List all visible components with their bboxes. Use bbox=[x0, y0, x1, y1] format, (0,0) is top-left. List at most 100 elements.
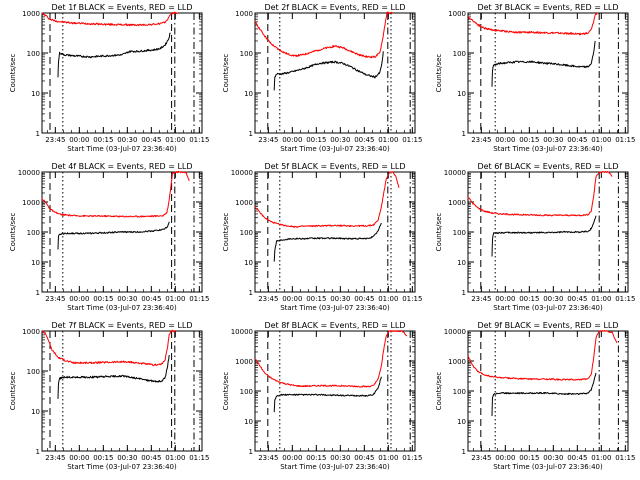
x-tick-label: 00:45 bbox=[354, 454, 374, 462]
y-tick-label: 100 bbox=[27, 368, 40, 376]
y-tick-label: 1000 bbox=[22, 199, 40, 207]
x-tick-label: 00:15 bbox=[306, 454, 326, 462]
x-axis-label: Start Time (03-Jul-07 23:36:40) bbox=[493, 145, 603, 153]
x-tick-label: 00:30 bbox=[117, 454, 137, 462]
chart-title: Det 3f BLACK = Events, RED = LLD bbox=[477, 3, 618, 12]
y-axis-label: Counts/sec bbox=[222, 213, 230, 252]
x-tick-label: 00:45 bbox=[567, 136, 587, 144]
y-tick-label: 1000 bbox=[448, 10, 466, 18]
series-line-events bbox=[273, 222, 382, 262]
x-tick-label: 23:45 bbox=[45, 136, 65, 144]
plot-frame bbox=[41, 330, 203, 452]
x-tick-label: 01:15 bbox=[402, 454, 422, 462]
plot-frame bbox=[41, 12, 203, 134]
y-tick-label: 1 bbox=[249, 289, 253, 297]
series-line-lld bbox=[254, 11, 393, 59]
x-tick-label: 01:15 bbox=[189, 295, 209, 303]
y-tick-label: 1000 bbox=[448, 199, 466, 207]
x-tick-label: 23:45 bbox=[258, 136, 278, 144]
y-tick-label: 10000 bbox=[231, 169, 253, 177]
x-tick-label: 01:15 bbox=[615, 295, 635, 303]
x-tick-label: 00:15 bbox=[93, 295, 113, 303]
chart-title: Det 2f BLACK = Events, RED = LLD bbox=[264, 3, 405, 12]
y-tick-label: 10000 bbox=[444, 328, 466, 336]
y-tick-label: 1 bbox=[249, 130, 253, 138]
panel-det-2: Det 2f BLACK = Events, RED = LLD 1 10 100 10… bbox=[222, 3, 422, 153]
x-tick-label: 23:45 bbox=[45, 454, 65, 462]
x-axis-label: Start Time (03-Jul-07 23:36:40) bbox=[67, 304, 177, 312]
y-tick-label: 1000 bbox=[235, 199, 253, 207]
x-tick-label: 00:00 bbox=[495, 136, 515, 144]
x-tick-label: 01:00 bbox=[378, 136, 398, 144]
x-tick-label: 01:00 bbox=[378, 295, 398, 303]
x-axis-label: Start Time (03-Jul-07 23:36:40) bbox=[493, 304, 603, 312]
y-tick-label: 100 bbox=[240, 229, 253, 237]
x-axis-label: Start Time (03-Jul-07 23:36:40) bbox=[493, 463, 603, 471]
x-tick-label: 00:00 bbox=[495, 454, 515, 462]
x-tick-label: 01:00 bbox=[591, 136, 611, 144]
y-tick-label: 1000 bbox=[448, 358, 466, 366]
series-line-events bbox=[57, 355, 170, 399]
x-tick-label: 00:45 bbox=[141, 136, 161, 144]
y-tick-label: 100 bbox=[27, 50, 40, 58]
y-tick-label: 1 bbox=[462, 289, 466, 297]
chart-title: Det 5f BLACK = Events, RED = LLD bbox=[264, 162, 405, 171]
x-tick-label: 00:15 bbox=[519, 136, 539, 144]
y-tick-label: 1 bbox=[36, 289, 40, 297]
panel-det-5: Det 5f BLACK = Events, RED = LLD 1 10 100 10… bbox=[222, 162, 422, 312]
y-tick-label: 10 bbox=[244, 90, 253, 98]
series-line-lld bbox=[41, 329, 177, 367]
y-tick-label: 100 bbox=[240, 388, 253, 396]
chart-title: Det 7f BLACK = Events, RED = LLD bbox=[51, 321, 192, 330]
y-tick-label: 100 bbox=[240, 50, 253, 58]
x-tick-label: 00:00 bbox=[69, 295, 89, 303]
x-tick-label: 00:00 bbox=[282, 136, 302, 144]
x-tick-label: 01:15 bbox=[402, 295, 422, 303]
x-tick-label: 01:00 bbox=[165, 136, 185, 144]
x-tick-label: 23:45 bbox=[45, 295, 65, 303]
series-line-events bbox=[491, 215, 597, 257]
x-tick-label: 00:30 bbox=[543, 136, 563, 144]
x-tick-label: 01:00 bbox=[591, 454, 611, 462]
x-tick-label: 00:30 bbox=[117, 136, 137, 144]
y-tick-label: 100 bbox=[453, 388, 466, 396]
x-tick-label: 00:15 bbox=[306, 295, 326, 303]
plot-frame bbox=[254, 12, 416, 134]
y-tick-label: 10000 bbox=[231, 328, 253, 336]
x-tick-label: 00:45 bbox=[354, 136, 374, 144]
series-line-lld bbox=[254, 171, 400, 228]
panel-det-1: Det 1f BLACK = Events, RED = LLD 1 10 100 10… bbox=[9, 3, 209, 153]
x-tick-label: 01:15 bbox=[615, 454, 635, 462]
chart-title: Det 9f BLACK = Events, RED = LLD bbox=[477, 321, 618, 330]
y-axis-label: Counts/sec bbox=[9, 213, 17, 252]
x-tick-label: 00:00 bbox=[282, 454, 302, 462]
x-axis-label: Start Time (03-Jul-07 23:36:40) bbox=[280, 145, 390, 153]
x-tick-label: 00:30 bbox=[543, 295, 563, 303]
x-tick-label: 23:45 bbox=[471, 295, 491, 303]
x-tick-label: 00:30 bbox=[117, 295, 137, 303]
series-line-events bbox=[491, 40, 596, 87]
y-axis-label: Counts/sec bbox=[9, 372, 17, 411]
x-axis-label: Start Time (03-Jul-07 23:36:40) bbox=[67, 463, 177, 471]
y-tick-label: 100 bbox=[453, 229, 466, 237]
x-tick-label: 00:00 bbox=[282, 295, 302, 303]
y-tick-label: 10000 bbox=[18, 169, 40, 177]
x-tick-label: 00:15 bbox=[519, 454, 539, 462]
plot-frame bbox=[467, 12, 629, 134]
y-tick-label: 100 bbox=[27, 229, 40, 237]
x-tick-label: 01:00 bbox=[378, 454, 398, 462]
series-line-events bbox=[491, 372, 597, 417]
x-tick-label: 23:45 bbox=[258, 295, 278, 303]
y-axis-label: Counts/sec bbox=[435, 54, 443, 93]
x-tick-label: 01:00 bbox=[165, 454, 185, 462]
y-axis-label: Counts/sec bbox=[435, 372, 443, 411]
series-line-events bbox=[273, 51, 384, 91]
series-line-lld bbox=[41, 11, 179, 27]
y-tick-label: 10 bbox=[457, 259, 466, 267]
y-axis-label: Counts/sec bbox=[222, 54, 230, 93]
panel-det-4: Det 4f BLACK = Events, RED = LLD 1 10 100 10… bbox=[9, 162, 209, 312]
x-tick-label: 00:15 bbox=[306, 136, 326, 144]
chart-title: Det 1f BLACK = Events, RED = LLD bbox=[51, 3, 192, 12]
series-line-events bbox=[57, 32, 171, 78]
series-line-lld bbox=[467, 12, 598, 36]
